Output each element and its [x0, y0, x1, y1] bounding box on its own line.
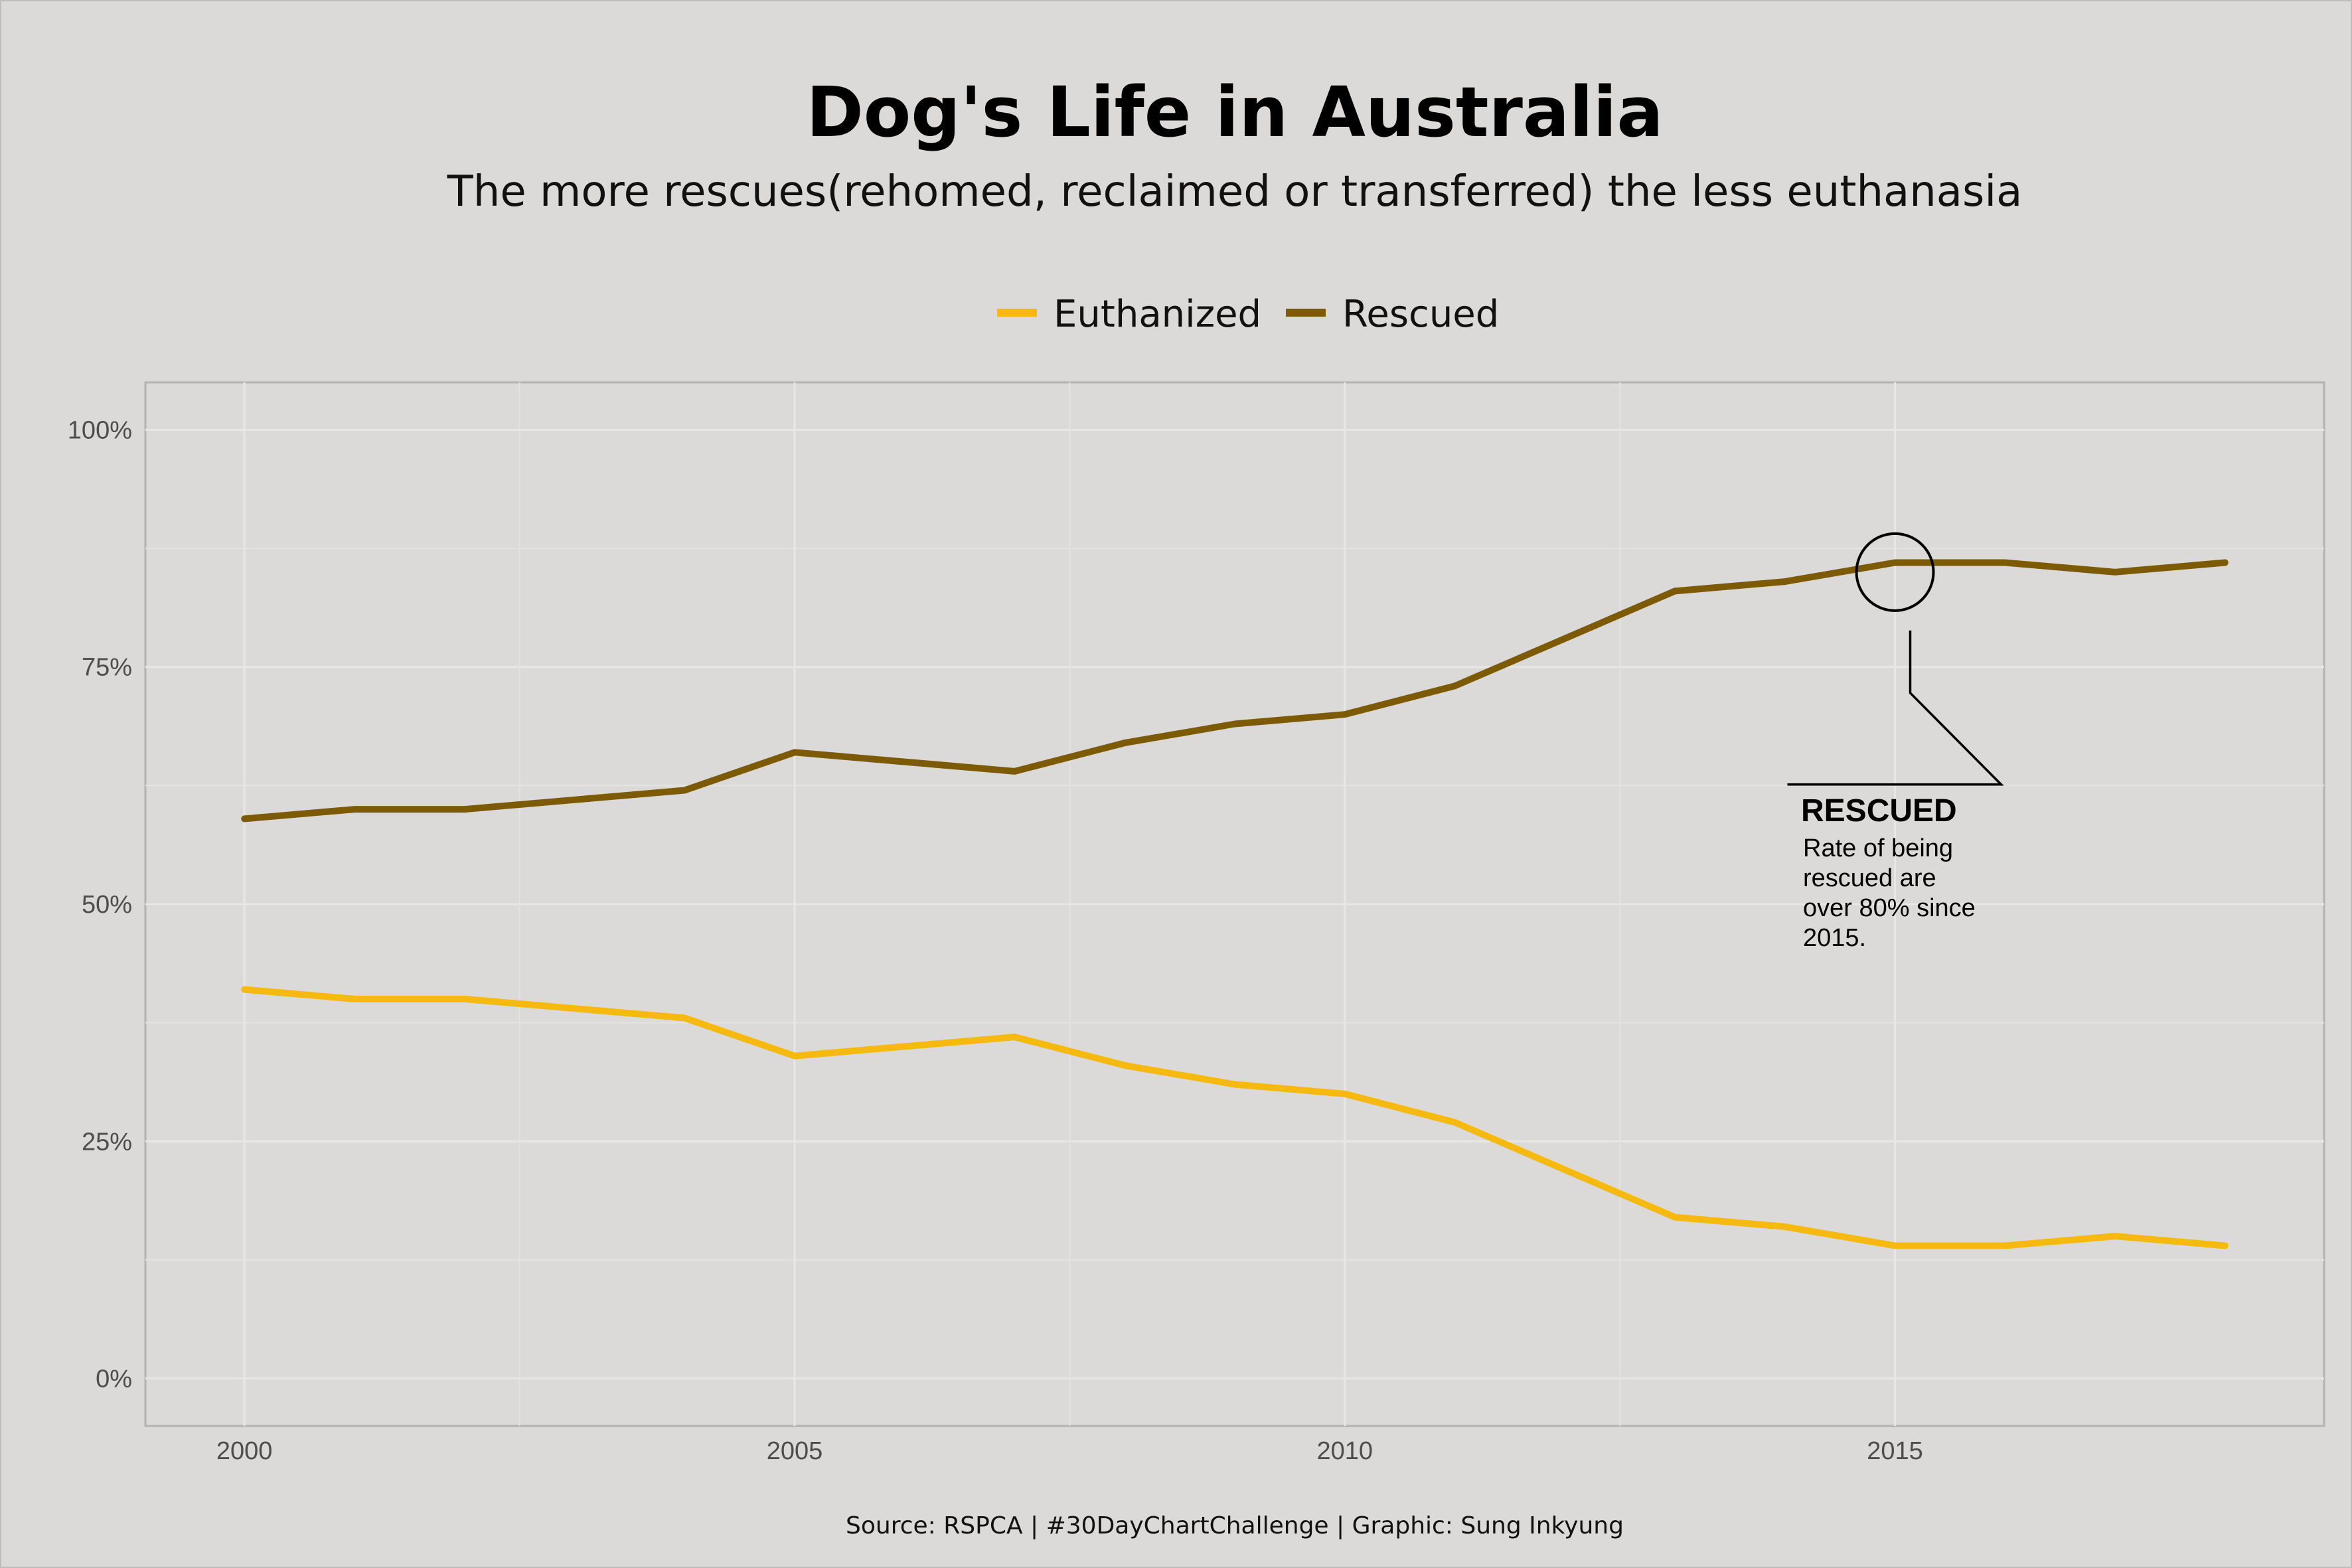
legend: Euthanized Rescued [997, 293, 1499, 336]
annotation-line-3: over 80% since [1803, 894, 1976, 922]
y-tick-label: 50% [82, 891, 132, 919]
annotation-line-1: Rate of being [1803, 834, 1953, 862]
annotation-circle [1855, 532, 1935, 612]
y-tick-label: 75% [82, 654, 132, 682]
grid [145, 382, 2324, 1426]
x-tick-label: 2000 [216, 1437, 273, 1465]
legend-label-euthanized: Euthanized [1054, 293, 1261, 336]
annotation-connector [1787, 630, 2004, 786]
y-axis: 0% 25% 50% 75% 100% [68, 416, 132, 1393]
x-axis: 2000 2005 2010 2015 [216, 1437, 1923, 1465]
y-tick-label: 100% [68, 416, 132, 444]
annotation-title: RESCUED [1801, 793, 1957, 828]
annotation: RESCUED Rate of being rescued are over 8… [1787, 532, 2004, 952]
chart-subtitle: The more rescues(rehomed, reclaimed or t… [447, 167, 2023, 216]
y-tick-label: 0% [96, 1366, 132, 1393]
chart-caption: Source: RSPCA | #30DayChartChallenge | G… [846, 1512, 1624, 1539]
chart-title: Dog's Life in Australia [806, 72, 1663, 153]
annotation-line-2: rescued are [1803, 864, 1936, 892]
legend-label-rescued: Rescued [1342, 293, 1499, 336]
series-lines [241, 559, 2229, 1249]
series-line-euthanized [241, 986, 2229, 1249]
y-tick-label: 25% [82, 1128, 132, 1156]
x-tick-label: 2015 [1867, 1437, 1923, 1465]
x-tick-label: 2010 [1316, 1437, 1373, 1465]
x-tick-label: 2005 [767, 1437, 823, 1465]
annotation-line-4: 2015. [1803, 924, 1866, 952]
series-line-rescued [241, 559, 2229, 823]
